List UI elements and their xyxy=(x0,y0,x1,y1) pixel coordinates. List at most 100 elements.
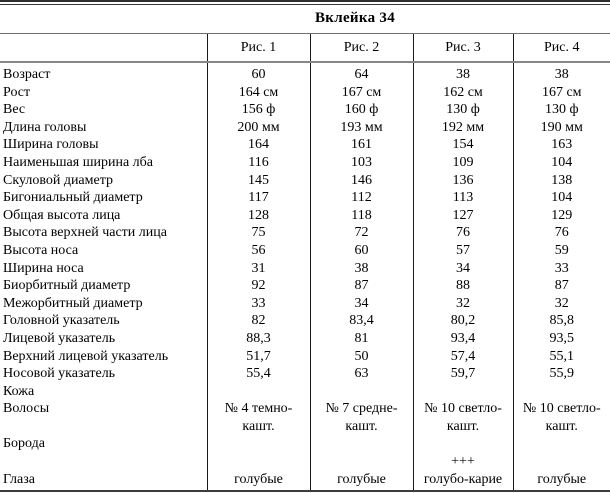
value-cell: 193 мм xyxy=(309,118,413,137)
value-cell: 33 xyxy=(206,294,310,313)
value-cell: 167 см xyxy=(512,83,610,102)
value-cell: 31 xyxy=(206,259,310,278)
row-label: Возраст xyxy=(3,67,51,82)
value-cell xyxy=(206,382,310,401)
row-label: Волосы xyxy=(3,401,50,417)
table-row: Возраст 60 64 38 38 xyxy=(0,62,610,84)
value-cell: 164 см xyxy=(206,83,310,102)
value-cell: 109 xyxy=(412,153,513,172)
value-cell xyxy=(412,435,513,454)
value-cell xyxy=(412,382,513,401)
value-cell: 55,9 xyxy=(512,365,610,383)
value-cell: 34 xyxy=(412,259,513,278)
column-header-blank xyxy=(0,34,207,63)
row-label: Глаза xyxy=(3,471,35,487)
value-cell xyxy=(512,435,610,454)
value-cell: 162 см xyxy=(412,83,513,102)
value-cell: 103 xyxy=(309,153,413,172)
value-cell: 130 ф xyxy=(412,101,513,119)
row-label: Наименьшая ширина лба xyxy=(3,154,153,170)
table-row: Длина головы 200 мм 193 мм 192 мм 190 мм xyxy=(0,118,610,137)
value-cell: 146 xyxy=(309,171,413,190)
value-cell: 64 xyxy=(309,62,413,84)
value-cell: голубые xyxy=(309,453,413,492)
value-cell: 34 xyxy=(309,294,413,313)
value-cell: 50 xyxy=(309,347,413,366)
value-cell: 57,4 xyxy=(412,347,513,366)
row-label: Носовой указатель xyxy=(3,366,116,382)
measurements-table: Рис. 1 Рис. 2 Рис. 3 Рис. 4 Возраст 60 64 3… xyxy=(0,34,610,493)
table-row: Межорбитный диаметр 33 34 32 32 xyxy=(0,294,610,313)
table-row: Наименьшая ширина лба 116 103 109 104 xyxy=(0,153,610,172)
value-cell: 81 xyxy=(309,329,413,348)
value-cell: 167 см xyxy=(309,83,413,102)
value-cell: 129 xyxy=(512,206,610,225)
row-label: Длина головы xyxy=(3,119,87,135)
value-cell: 190 мм xyxy=(512,118,610,137)
row-label: Скуловой диаметр xyxy=(3,172,114,188)
value-cell: № 4 темно- кашт. xyxy=(206,400,310,436)
value-cell: 161 xyxy=(309,136,413,154)
row-label: Верхний лицевой указатель xyxy=(3,348,169,364)
value-cell: 76 xyxy=(512,224,610,242)
table-row: Ширина носа 31 38 34 33 xyxy=(0,259,610,278)
value-cell: 55,4 xyxy=(206,365,310,383)
value-cell: 75 xyxy=(206,224,310,242)
value-cell: 87 xyxy=(512,277,610,295)
row-label: Высота носа xyxy=(3,242,79,258)
table-row: Лицевой указатель 88,3 81 93,4 93,5 xyxy=(0,329,610,348)
value-cell: 200 мм xyxy=(206,118,310,137)
row-label: Лицевой указатель xyxy=(3,330,116,346)
value-cell: 136 xyxy=(412,171,513,190)
row-label: Высота верхней части лица xyxy=(3,225,167,241)
table-row: Верхний лицевой указатель 51,7 50 57,4 55,1 xyxy=(0,347,610,366)
table-row: Глаза голубые голубые +++ голубо-карие голуб… xyxy=(0,453,610,492)
value-cell: 138 xyxy=(512,171,610,190)
value-cell: 32 xyxy=(412,294,513,313)
row-label: Рост xyxy=(3,84,31,100)
table-row: Ширина головы 164 161 154 163 xyxy=(0,136,610,154)
value-cell: 38 xyxy=(412,62,513,84)
value-cell: голубые xyxy=(206,453,310,492)
column-header-fig3: Рис. 3 xyxy=(412,34,513,63)
value-cell: 80,2 xyxy=(412,312,513,330)
value-cell: 55,1 xyxy=(512,347,610,366)
value-cell: 145 xyxy=(206,171,310,190)
row-label: Вес xyxy=(3,102,26,118)
value-cell xyxy=(206,435,310,454)
value-cell: 38 xyxy=(309,259,413,278)
value-cell: 104 xyxy=(512,153,610,172)
value-cell: 117 xyxy=(206,189,310,207)
value-cell: 128 xyxy=(206,206,310,225)
value-cell: 63 xyxy=(309,365,413,383)
value-cell: 127 xyxy=(412,206,513,225)
row-label: Головной указатель xyxy=(3,313,120,329)
table-row: Скуловой диаметр 145 146 136 138 xyxy=(0,171,610,190)
value-cell: 88,3 xyxy=(206,329,310,348)
value-cell: 164 xyxy=(206,136,310,154)
table-title: Вклейка 34 xyxy=(314,10,396,26)
table-row: Кожа xyxy=(0,382,610,401)
value-cell: 116 xyxy=(206,153,310,172)
value-cell: 154 xyxy=(412,136,513,154)
value-cell: 163 xyxy=(512,136,610,154)
value-cell: 82 xyxy=(206,312,310,330)
value-cell: 160 ф xyxy=(309,101,413,119)
row-label: Общая высота лица xyxy=(3,207,121,223)
value-cell: № 10 светло- кашт. xyxy=(412,400,513,436)
value-cell: 118 xyxy=(309,206,413,225)
value-cell: 156 ф xyxy=(206,101,310,119)
table-row: Вес 156 ф 160 ф 130 ф 130 ф xyxy=(0,101,610,119)
value-cell: 93,4 xyxy=(412,329,513,348)
column-header-fig1: Рис. 1 xyxy=(206,34,310,63)
value-cell: 130 ф xyxy=(512,101,610,119)
table-row: Головной указатель 82 83,4 80,2 85,8 xyxy=(0,312,610,330)
table-row: Борода xyxy=(0,435,610,454)
value-cell: 87 xyxy=(309,277,413,295)
top-double-rule xyxy=(0,0,610,5)
value-cell: 72 xyxy=(309,224,413,242)
value-cell: 83,4 xyxy=(309,312,413,330)
value-cell: 92 xyxy=(206,277,310,295)
column-header-fig2: Рис. 2 xyxy=(309,34,413,63)
header-row: Рис. 1 Рис. 2 Рис. 3 Рис. 4 xyxy=(0,34,610,63)
